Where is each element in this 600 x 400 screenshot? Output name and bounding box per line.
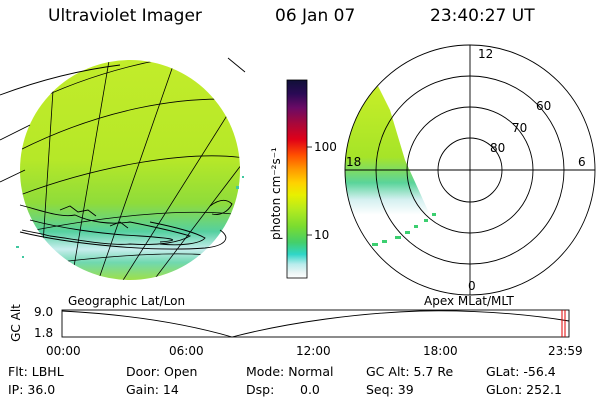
geographic-globe [0, 57, 246, 280]
timeline-xtick-0600: 06:00 [169, 344, 204, 358]
timeline-ytick-high: 9.0 [34, 305, 54, 319]
info-ip: IP: 36.0 [8, 382, 56, 397]
timeline-frame [61, 309, 570, 338]
info-door: Door: Open [126, 364, 198, 379]
colorbar-tick-label-10: 10 [314, 228, 329, 242]
globe-graticule [20, 60, 240, 280]
timeline-xtick-0000: 00:00 [46, 344, 81, 358]
mlat-label-70: 70 [512, 121, 527, 135]
observation-date: 06 Jan 07 [275, 6, 356, 26]
mlat-label-60: 60 [536, 99, 551, 113]
altitude-timeline [61, 309, 570, 338]
noise-pixels [16, 176, 244, 258]
coastline [19, 199, 233, 246]
info-mode: Mode: Normal [246, 364, 334, 379]
timeline-xtick-1200: 12:00 [296, 344, 331, 358]
polar-grid [344, 44, 596, 296]
emission-pixels [372, 213, 436, 246]
timeline-ytick-low: 1.8 [34, 326, 54, 340]
mlt-label-6: 6 [578, 155, 586, 169]
mlt-label-18: 18 [346, 155, 361, 169]
instrument-title: Ultraviolet Imager [48, 6, 202, 26]
info-gain: Gain: 14 [126, 382, 179, 397]
info-seq: Seq: 39 [366, 382, 414, 397]
colorbar-unit-label: photon cm⁻²s⁻¹ [269, 147, 283, 240]
info-filter: Flt: LBHL [8, 364, 64, 379]
info-dsp-label: Dsp: [246, 382, 275, 397]
info-dsp-value: 0.0 [300, 382, 320, 397]
timeline-ylabel: GC Alt [9, 304, 23, 342]
geographic-map-label: Geographic Lat/Lon [68, 294, 186, 308]
track-lines [0, 57, 246, 250]
mlt-label-12: 12 [478, 47, 493, 61]
mlat-label-80: 80 [490, 141, 505, 155]
mlt-label-0: 0 [468, 279, 476, 293]
colorbar-tick-label-100: 100 [314, 140, 337, 154]
polar-map-label: Apex MLat/MLT [424, 294, 514, 308]
info-gc-alt: GC Alt: 5.7 Re [366, 364, 454, 379]
info-glon: GLon: 252.1 [486, 382, 562, 397]
auroral-wedge [345, 86, 430, 215]
globe-disk [20, 60, 240, 280]
observation-time: 23:40:27 UT [430, 6, 535, 26]
colorbar: 100 10 photon cm⁻²s⁻¹ [269, 79, 337, 279]
colorbar-gradient [286, 79, 308, 279]
info-glat: GLat: -56.4 [486, 364, 556, 379]
timeline-xtick-1800: 18:00 [423, 344, 458, 358]
altitude-curve [61, 310, 570, 338]
polar-plot: 12 18 6 0 60 70 80 [344, 44, 596, 296]
timeline-xtick-2359: 23:59 [548, 344, 583, 358]
